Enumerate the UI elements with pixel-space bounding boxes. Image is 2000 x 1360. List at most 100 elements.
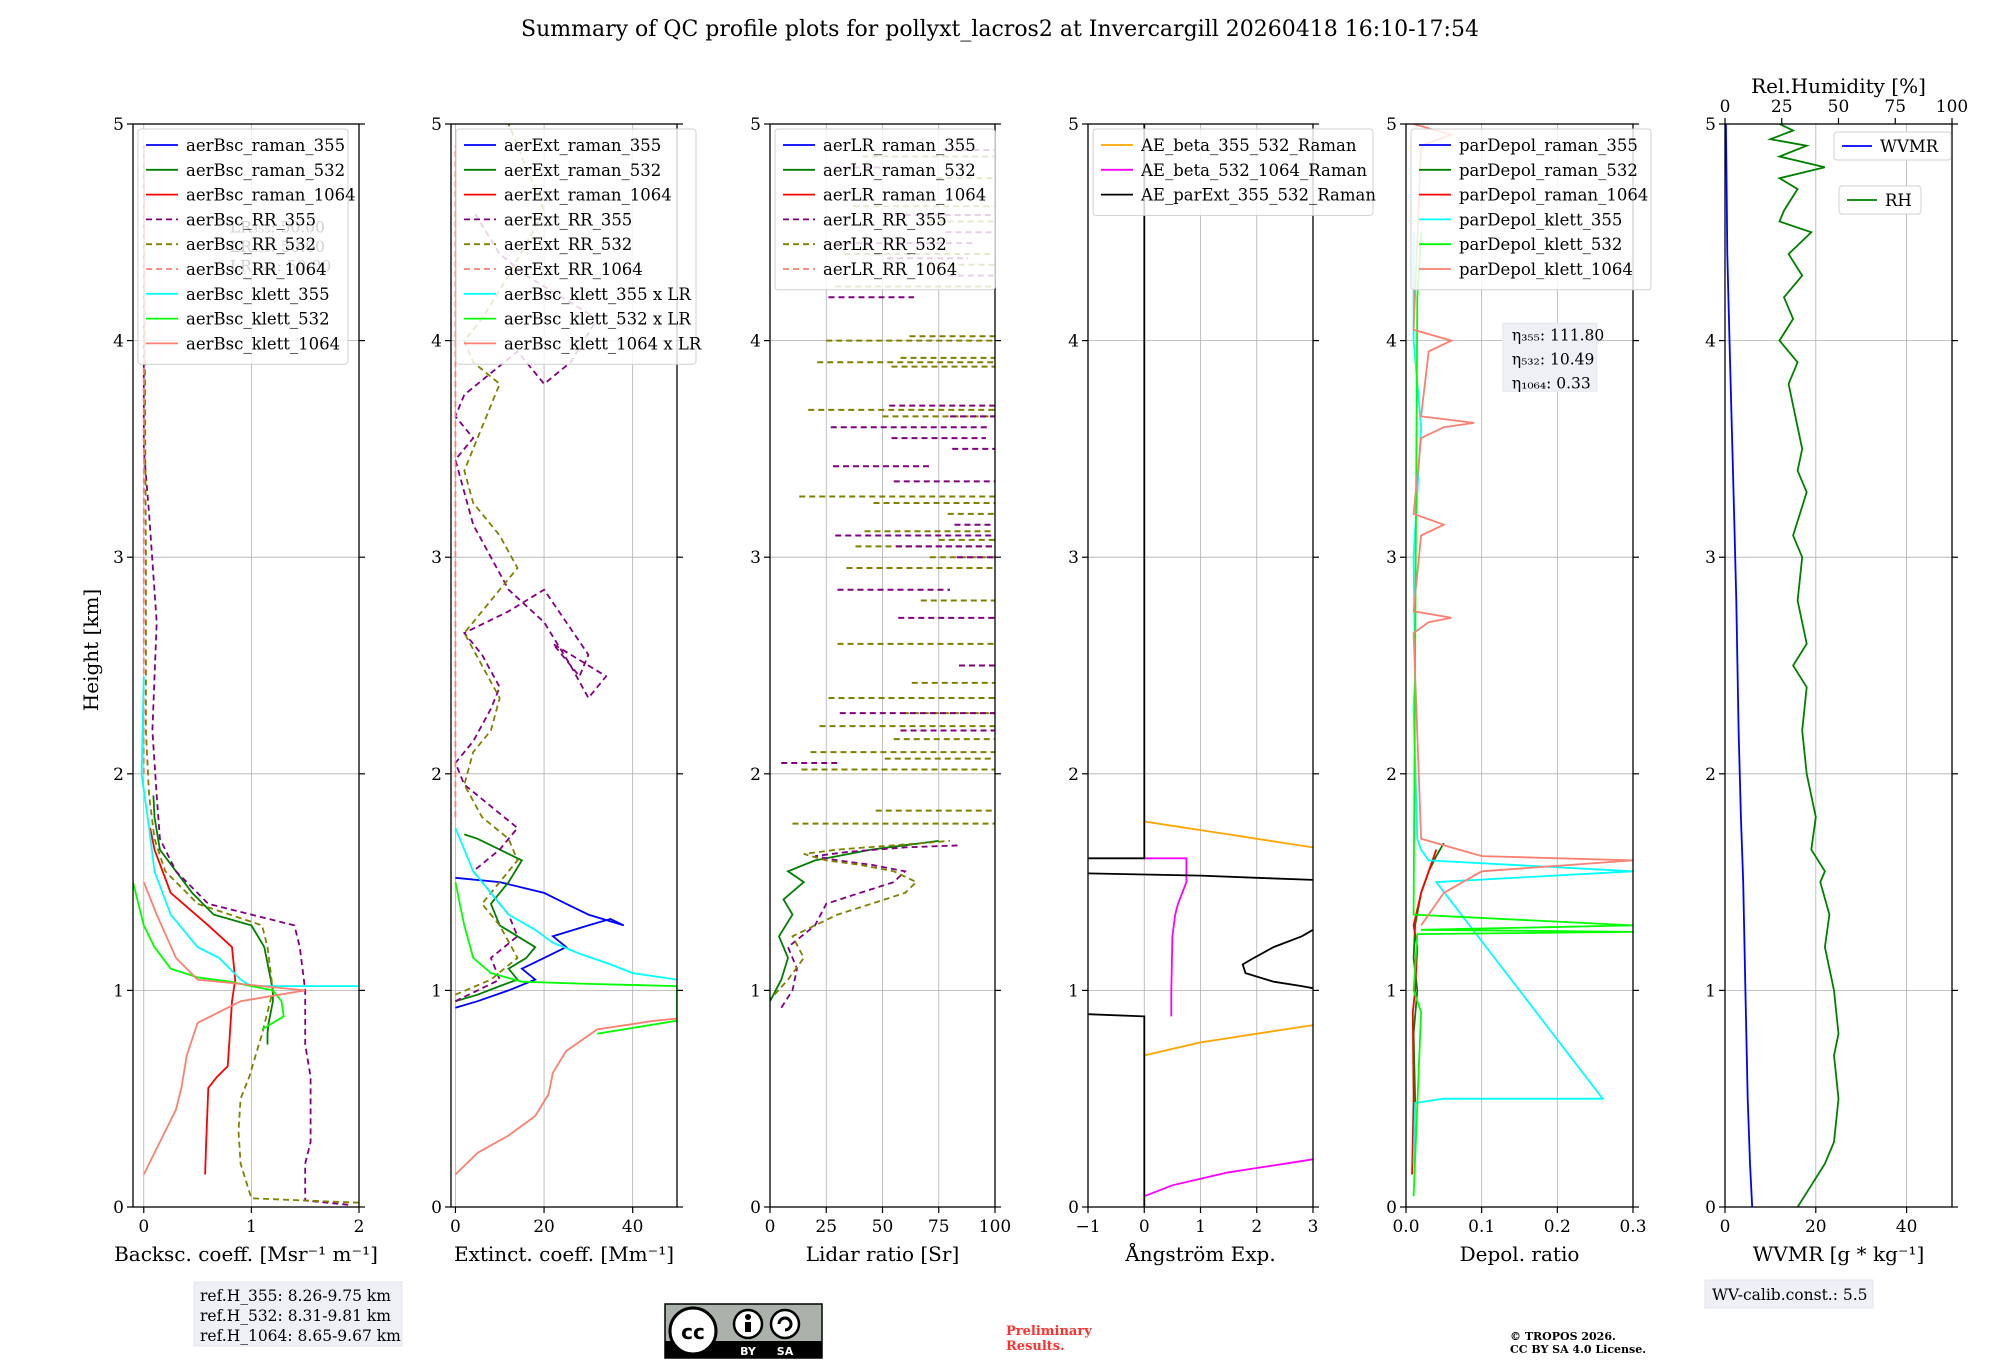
series-line-aerext-raman-532 <box>455 833 537 1003</box>
legend-label: aerLR_raman_532 <box>823 161 976 180</box>
series-line-aerext-rr-355 <box>454 210 608 1003</box>
x-tick-label: 25 <box>815 1217 837 1237</box>
legend-label: parDepol_raman_355 <box>1459 136 1638 155</box>
wv-calibration-text: WV-calib.const.: 5.5 <box>1712 1286 1868 1304</box>
y-tick-label: 3 <box>431 548 442 568</box>
y-tick-label: 1 <box>1705 981 1716 1001</box>
y-tick-label: 0 <box>113 1198 124 1218</box>
x-axis-label: Extinct. coeff. [Mm⁻¹] <box>454 1242 674 1266</box>
x-tick-label: 0.3 <box>1619 1217 1646 1237</box>
legend-label: parDepol_klett_1064 <box>1459 260 1633 279</box>
y-tick-label: 0 <box>750 1198 761 1218</box>
series-line-aerlr-rr-355 <box>780 844 962 1009</box>
y-axis-label: Height [km] <box>79 589 103 711</box>
y-tick-label: 4 <box>1386 332 1397 352</box>
series-line-aerbsc-klett-532-x-lr <box>454 881 677 1035</box>
y-tick-label: 5 <box>750 115 761 135</box>
annotation-text: η₃₅₅: 111.80 <box>1512 327 1604 345</box>
y-tick-label: 3 <box>1386 548 1397 568</box>
y-tick-label: 1 <box>1068 981 1079 1001</box>
x-tick-label: 40 <box>622 1217 644 1237</box>
legend-label: aerBsc_klett_1064 <box>186 334 340 353</box>
legend-label: aerExt_RR_532 <box>504 235 632 254</box>
y-tick-label: 0 <box>1386 1198 1397 1218</box>
y-tick-label: 5 <box>1068 115 1079 135</box>
y-tick-label: 1 <box>113 981 124 1001</box>
y-tick-label: 4 <box>113 332 124 352</box>
copyright-line2: CC BY SA 4.0 License. <box>1510 1343 1646 1356</box>
legend-label: AE_beta_355_532_Raman <box>1140 136 1357 155</box>
y-tick-label: 3 <box>113 548 124 568</box>
legend-label: aerBsc_raman_532 <box>186 161 345 180</box>
x-tick-label: 0 <box>450 1217 461 1237</box>
series-line-aerbsc-raman-532 <box>152 795 274 1045</box>
legend-label: aerExt_raman_355 <box>504 136 661 155</box>
series-line-aerbsc-raman-1064 <box>149 827 237 1175</box>
legend-label: aerExt_RR_355 <box>504 210 632 229</box>
x-tick-label: 50 <box>872 1217 894 1237</box>
annotation-text: η₅₃₂: 10.49 <box>1512 350 1594 368</box>
y-tick-label: 2 <box>1386 765 1397 785</box>
series-lines <box>1725 124 1840 1207</box>
ref-height-532: ref.H_532: 8.31-9.81 km <box>200 1307 391 1325</box>
legend-label: aerExt_RR_1064 <box>504 260 643 279</box>
legend-box <box>1833 131 1952 161</box>
x-tick-label: −1 <box>1075 1217 1100 1237</box>
legend-label: WVMR <box>1880 137 1939 156</box>
series-line-ae-beta-355-532-raman <box>1144 820 1313 849</box>
series-line-aerbsc-klett-1064 <box>142 881 306 1175</box>
legend-label: AE_beta_532_1064_Raman <box>1140 161 1367 180</box>
legend-label: RH <box>1885 191 1912 210</box>
x-tick-label: 0 <box>765 1217 776 1237</box>
axes-frame <box>1724 123 1953 1208</box>
top-x-tick-label: 50 <box>1828 97 1850 117</box>
x-tick-label: 1 <box>1195 1217 1206 1237</box>
y-tick-label: 2 <box>1705 765 1716 785</box>
y-tick-label: 1 <box>750 981 761 1001</box>
legend-box <box>137 128 349 365</box>
preliminary-label-line2: Results. <box>1006 1339 1065 1354</box>
legend-label: aerBsc_raman_1064 <box>186 186 356 205</box>
legend-label: aerBsc_RR_1064 <box>186 260 327 279</box>
series-line-aerbsc-rr-532 <box>142 145 359 1204</box>
y-tick-label: 2 <box>113 765 124 785</box>
axes-frame <box>450 123 678 1208</box>
legend-label: aerExt_raman_532 <box>504 161 661 180</box>
axes-frame <box>1405 123 1634 1208</box>
cc-license-badge: cc BY SA <box>664 1303 823 1359</box>
x-axis-label: Backsc. coeff. [Msr⁻¹ m⁻¹] <box>114 1242 378 1266</box>
series-line-ae-lower-magenta <box>1143 1158 1313 1198</box>
legend-label: aerBsc_klett_532 x LR <box>504 310 691 329</box>
axes-frame <box>132 123 360 1208</box>
y-tick-label: 4 <box>1705 332 1716 352</box>
annotation-text: η₁₀₆₄: 0.33 <box>1512 374 1591 392</box>
panel-depol: 0.0 0.1 0.2 0.3 Depol. ratio 0 1 2 3 4 5 η₃₅₅: 111.… <box>1386 115 1652 1266</box>
panel-extinction: 0 20 40 Extinct. coeff. [Mm⁻¹] 0 1 2 3 4 5 aerExt_… <box>431 115 702 1266</box>
y-tick-label: 5 <box>1705 115 1716 135</box>
legend-label: parDepol_klett_532 <box>1459 235 1622 254</box>
series-line-pardepol-klett-1064 <box>1412 124 1633 926</box>
x-tick-label: 20 <box>533 1217 555 1237</box>
series-line-pardepol-klett-532 <box>1412 232 1633 1197</box>
legend-label: aerBsc_klett_1064 x LR <box>504 334 702 353</box>
x-tick-label: 100 <box>979 1217 1011 1237</box>
cc-by-label: BY <box>740 1345 757 1358</box>
y-tick-label: 1 <box>431 981 442 1001</box>
legend-label: aerLR_raman_1064 <box>823 186 986 205</box>
series-line-aerbsc-klett-1064-x-lr <box>454 1017 677 1176</box>
legend-box <box>1410 128 1652 291</box>
y-tick-label: 3 <box>1705 548 1716 568</box>
y-tick-label: 2 <box>1068 765 1079 785</box>
y-tick-label: 5 <box>431 115 442 135</box>
preliminary-label-line1: Preliminary <box>1006 1324 1092 1339</box>
legend-box <box>1092 128 1374 216</box>
x-tick-label: 0 <box>1139 1217 1150 1237</box>
y-tick-label: 2 <box>750 765 761 785</box>
x-tick-label: 0.0 <box>1392 1217 1419 1237</box>
series-line-aerlr-raman-532 <box>770 840 939 1002</box>
x-axis-label: Ångström Exp. <box>1124 1241 1275 1266</box>
series-line-aerbsc-klett-355-x-lr <box>454 827 677 981</box>
